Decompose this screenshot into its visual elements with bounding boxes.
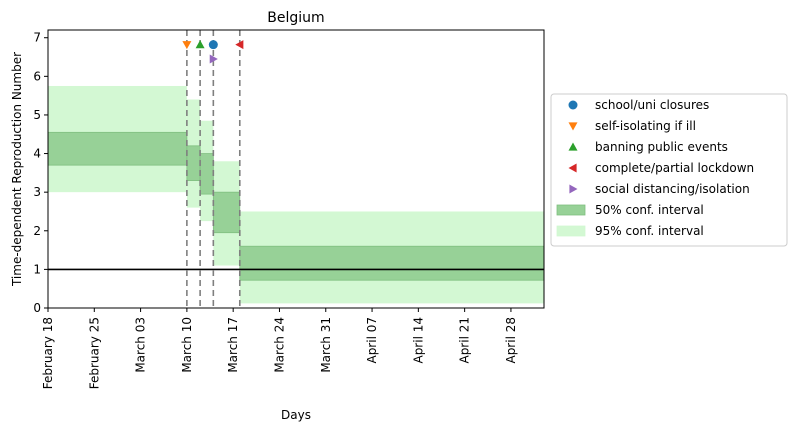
legend-triangle-down-icon — [568, 122, 578, 131]
ci50-band-1 — [186, 145, 201, 181]
x-tick-label-1: February 25 — [87, 317, 101, 389]
x-tick-label-10: April 28 — [504, 317, 518, 364]
x-tick-label-7: April 07 — [365, 317, 379, 364]
marker-triangle-left-3 — [235, 40, 244, 50]
y-axis: 0 1 2 3 4 5 6 7 — [33, 31, 48, 315]
x-tick-label-5: March 24 — [272, 317, 286, 373]
ci50-band-4 — [239, 245, 545, 281]
marker-circle-0 — [208, 40, 218, 50]
x-tick-label-9: April 21 — [458, 317, 472, 364]
legend-label-1: self-isolating if ill — [595, 119, 696, 133]
x-tick-label-2: March 03 — [134, 317, 148, 373]
chart-title: Belgium — [267, 10, 324, 26]
x-tick-label-8: April 14 — [411, 317, 425, 364]
marker-triangle-down-1 — [182, 41, 192, 50]
y-tick-label-1: 1 — [33, 262, 41, 276]
ci50-band-2 — [199, 153, 214, 195]
ci50-layer — [47, 131, 545, 281]
marker-triangle-right-4 — [209, 54, 218, 64]
marker-triangle-up-2 — [195, 40, 205, 49]
reference-lines — [48, 30, 544, 308]
x-tick-label-3: March 10 — [180, 317, 194, 373]
ci50-band-3 — [212, 191, 241, 234]
legend-label-4: social distancing/isolation — [595, 182, 750, 196]
ci50-band-0 — [47, 131, 188, 166]
legend-box — [550, 93, 788, 247]
legend-label-6: 95% conf. interval — [595, 224, 704, 238]
y-tick-label-6: 6 — [33, 69, 41, 83]
intervention-markers — [182, 40, 244, 64]
legend-triangle-up-icon — [568, 142, 578, 151]
x-tick-label-0: February 18 — [41, 317, 55, 389]
y-tick-label-4: 4 — [33, 147, 41, 161]
y-tick-label-2: 2 — [33, 224, 41, 238]
x-axis: February 18 February 25 March 03 March 10 Ma… — [41, 308, 518, 389]
plot-frame — [47, 29, 545, 309]
legend-label-0: school/uni closures — [595, 98, 709, 112]
legend-label-2: banning public events — [595, 140, 728, 154]
legend-triangle-right-icon — [569, 184, 578, 194]
legend-circle-icon — [568, 100, 578, 110]
legend-patch-6 — [556, 225, 586, 237]
y-tick-label-5: 5 — [33, 108, 41, 122]
legend: school/uni closures self-isolating if ill… — [550, 93, 788, 247]
legend-triangle-left-icon — [568, 163, 577, 173]
legend-patch-5 — [556, 204, 586, 216]
legend-label-3: complete/partial lockdown — [595, 161, 754, 175]
x-tick-label-6: March 31 — [319, 317, 333, 373]
y-tick-label-0: 0 — [33, 301, 41, 315]
y-tick-label-7: 7 — [33, 31, 41, 45]
x-axis-label: Days — [281, 408, 311, 422]
y-axis-label: Time-dependent Reproduction Number — [10, 52, 24, 287]
legend-label-5: 50% conf. interval — [595, 203, 704, 217]
x-tick-label-4: March 17 — [226, 317, 240, 373]
y-tick-label-3: 3 — [33, 185, 41, 199]
